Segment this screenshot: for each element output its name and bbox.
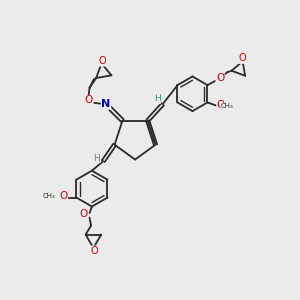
Text: O: O [217, 100, 225, 110]
Text: O: O [80, 209, 88, 219]
Text: O: O [98, 56, 106, 66]
Text: CH₃: CH₃ [221, 103, 234, 109]
Text: O: O [91, 246, 98, 256]
Text: CH₃: CH₃ [43, 193, 56, 199]
Text: O: O [239, 53, 246, 64]
Text: O: O [216, 73, 224, 83]
Text: N: N [101, 99, 111, 109]
Text: H: H [93, 154, 100, 163]
Text: O: O [85, 95, 93, 105]
Text: H: H [154, 94, 160, 103]
Text: O: O [59, 191, 68, 201]
